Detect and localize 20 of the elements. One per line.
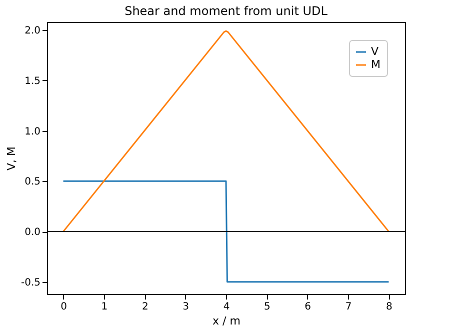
x-tick-label: 2 xyxy=(142,302,148,312)
x-tick-label: 7 xyxy=(345,302,352,312)
x-tick-label: 6 xyxy=(304,302,312,312)
y-tick-label: 0.5 xyxy=(24,176,40,188)
chart-title: Shear and moment from unit UDL xyxy=(124,4,328,18)
y-tick-label: 0.0 xyxy=(24,227,40,238)
x-tick-label: 1 xyxy=(101,302,108,312)
legend-label: M xyxy=(371,58,380,71)
y-tick-label: 1.0 xyxy=(24,126,40,138)
x-tick-label: 8 xyxy=(386,302,392,312)
x-tick-label: 3 xyxy=(182,302,190,312)
y-axis-title: V, M xyxy=(4,146,18,171)
x-axis-title: x / m xyxy=(212,314,240,328)
y-tick-label: -0.5 xyxy=(20,277,40,288)
x-tick-label: 0 xyxy=(60,302,67,312)
legend-label: V xyxy=(371,45,379,58)
x-tick-label: 4 xyxy=(223,302,230,312)
y-tick-label: 1.5 xyxy=(24,76,40,87)
x-tick-label: 5 xyxy=(264,302,270,312)
y-tick-label: 2.0 xyxy=(24,26,40,37)
